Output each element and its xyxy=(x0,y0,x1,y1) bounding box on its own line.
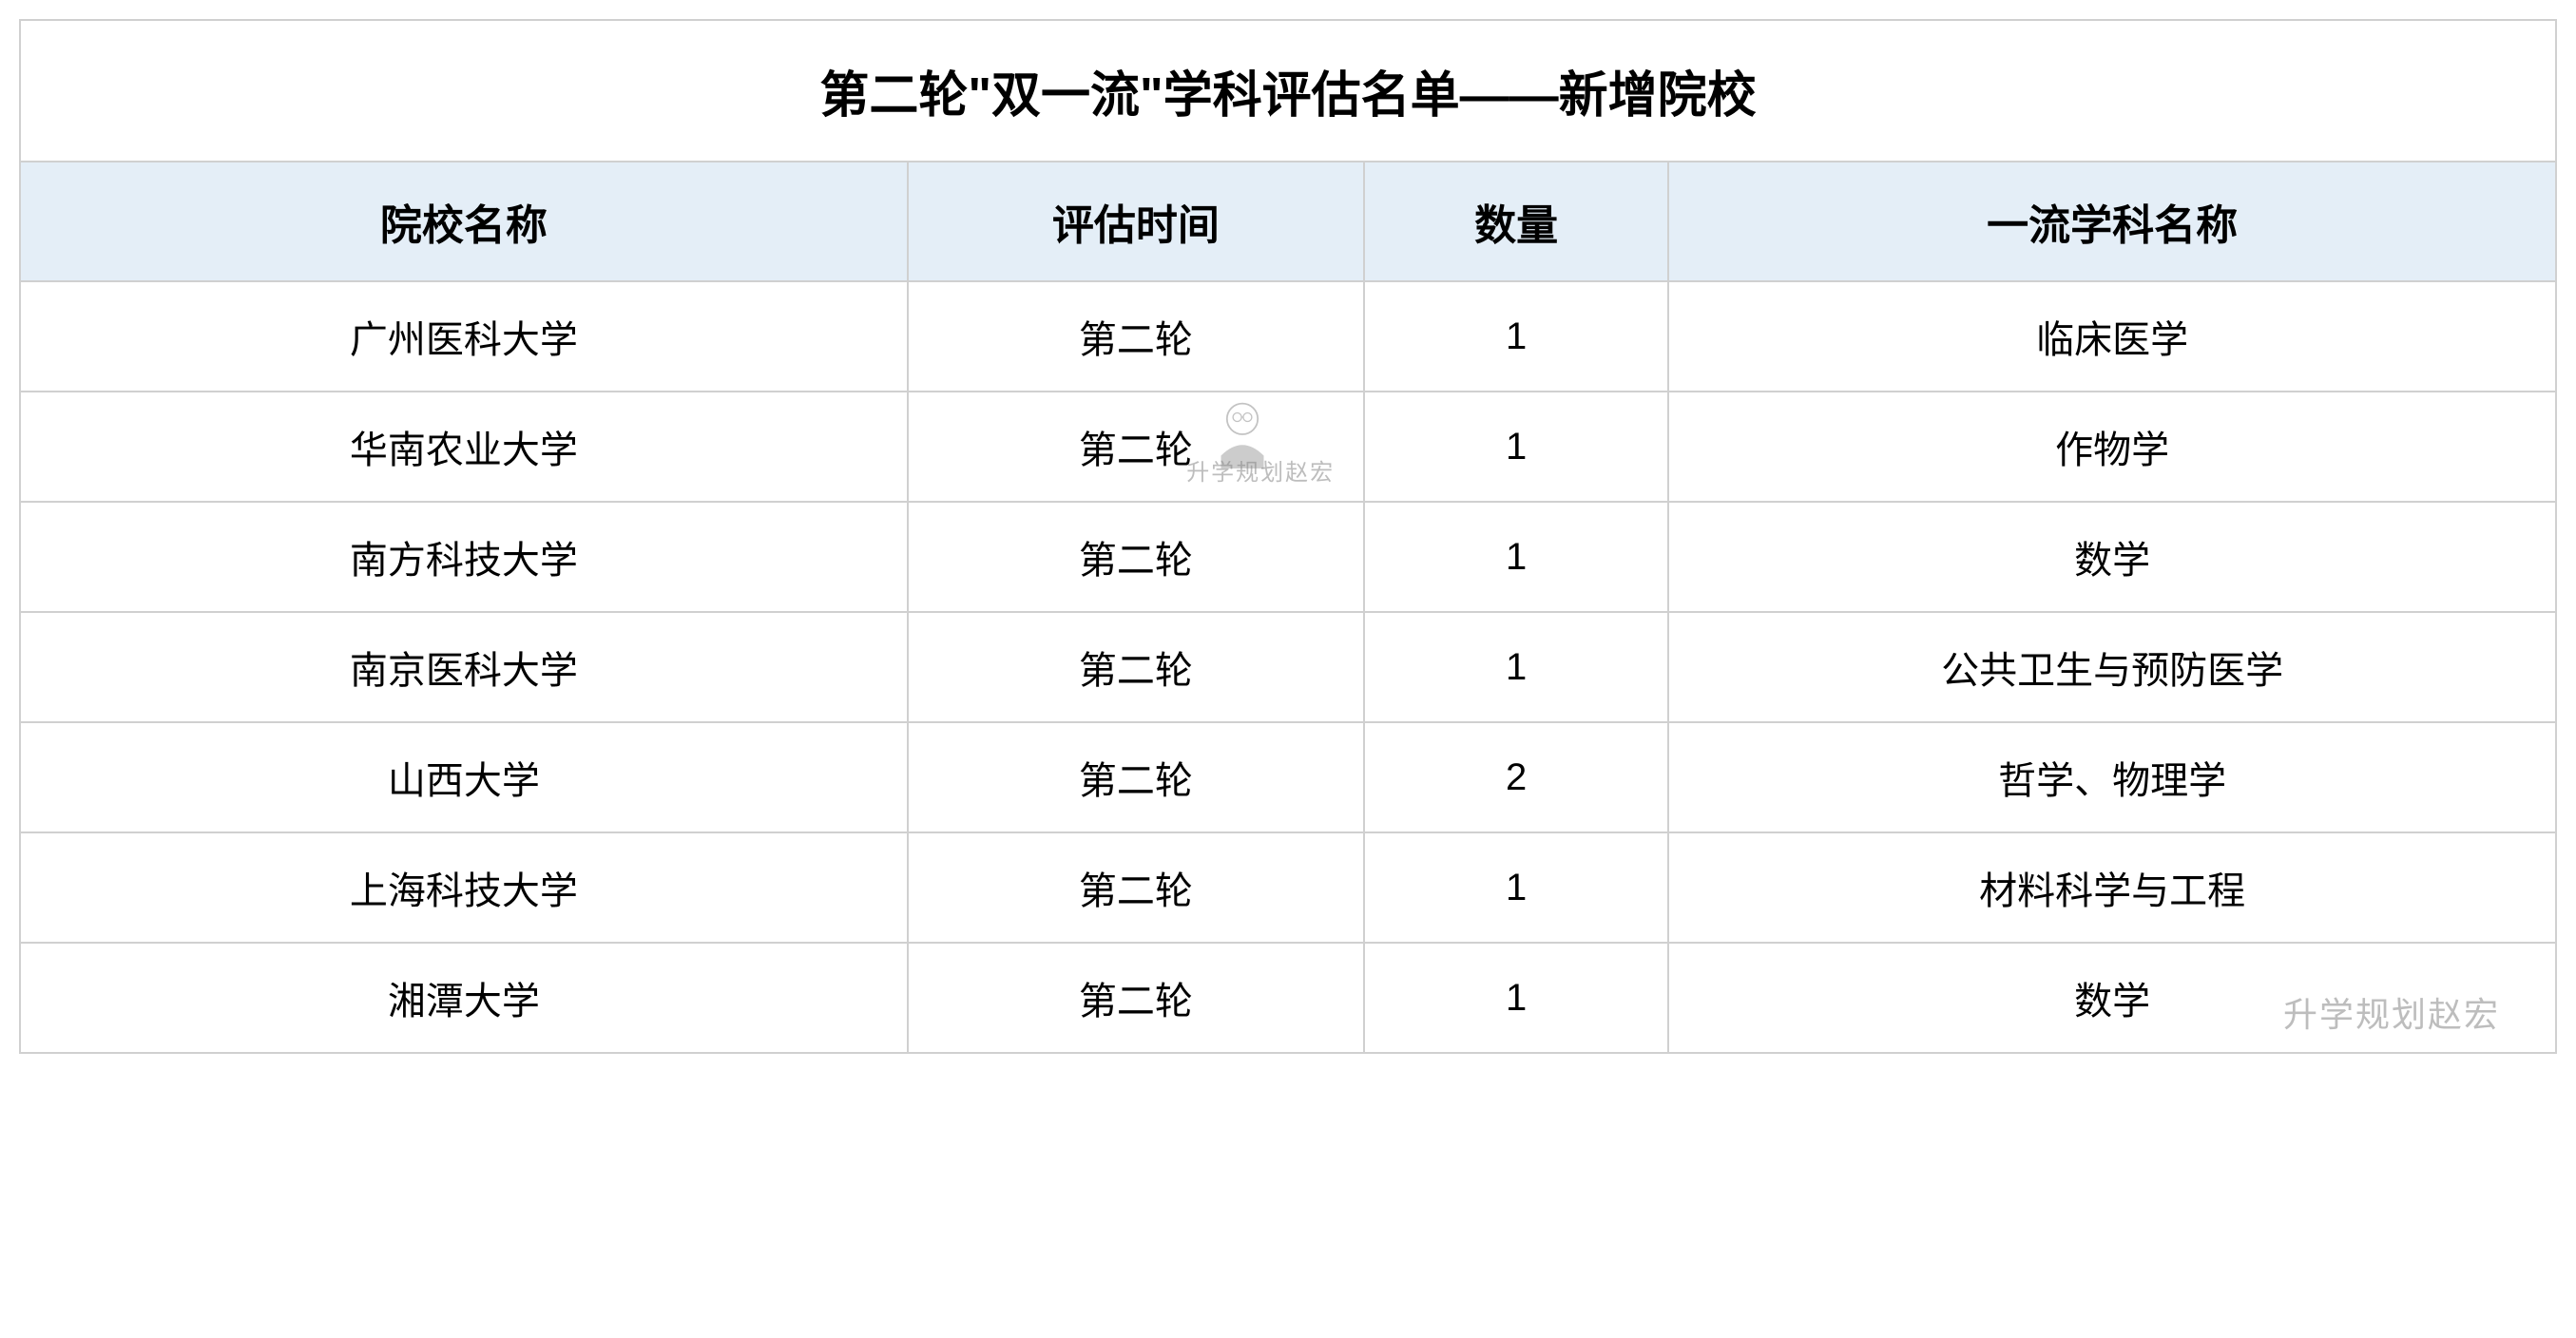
cell-count: 1 xyxy=(1364,392,1668,502)
data-table: 第二轮"双一流"学科评估名单——新增院校 院校名称 评估时间 数量 一流学科名称… xyxy=(19,19,2557,1054)
cell-time: 第二轮 xyxy=(908,722,1364,832)
cell-count: 1 xyxy=(1364,612,1668,722)
header-row: 院校名称 评估时间 数量 一流学科名称 xyxy=(20,162,2556,281)
cell-count: 1 xyxy=(1364,502,1668,612)
cell-time: 第二轮 xyxy=(908,281,1364,392)
cell-count: 1 xyxy=(1364,832,1668,943)
cell-subject: 临床医学 xyxy=(1668,281,2556,392)
table-row: 华南农业大学 第二轮 1 作物学 xyxy=(20,392,2556,502)
table-row: 山西大学 第二轮 2 哲学、物理学 xyxy=(20,722,2556,832)
table-container: 第二轮"双一流"学科评估名单——新增院校 院校名称 评估时间 数量 一流学科名称… xyxy=(19,19,2557,1054)
cell-school: 上海科技大学 xyxy=(20,832,908,943)
table-row: 湘潭大学 第二轮 1 数学 xyxy=(20,943,2556,1053)
cell-time: 第二轮 xyxy=(908,502,1364,612)
cell-subject: 数学 xyxy=(1668,502,2556,612)
cell-count: 2 xyxy=(1364,722,1668,832)
cell-subject: 哲学、物理学 xyxy=(1668,722,2556,832)
title-row: 第二轮"双一流"学科评估名单——新增院校 xyxy=(20,20,2556,162)
cell-time: 第二轮 xyxy=(908,943,1364,1053)
cell-time: 第二轮 xyxy=(908,612,1364,722)
cell-subject: 材料科学与工程 xyxy=(1668,832,2556,943)
cell-time: 第二轮 xyxy=(908,392,1364,502)
cell-school: 山西大学 xyxy=(20,722,908,832)
cell-time: 第二轮 xyxy=(908,832,1364,943)
cell-school: 广州医科大学 xyxy=(20,281,908,392)
cell-count: 1 xyxy=(1364,281,1668,392)
cell-school: 湘潭大学 xyxy=(20,943,908,1053)
table-title: 第二轮"双一流"学科评估名单——新增院校 xyxy=(20,20,2556,162)
table-body: 广州医科大学 第二轮 1 临床医学 华南农业大学 第二轮 1 作物学 南方科技大… xyxy=(20,281,2556,1053)
table-row: 广州医科大学 第二轮 1 临床医学 xyxy=(20,281,2556,392)
column-header-school: 院校名称 xyxy=(20,162,908,281)
column-header-count: 数量 xyxy=(1364,162,1668,281)
cell-subject: 数学 xyxy=(1668,943,2556,1053)
cell-school: 南京医科大学 xyxy=(20,612,908,722)
cell-count: 1 xyxy=(1364,943,1668,1053)
column-header-subject: 一流学科名称 xyxy=(1668,162,2556,281)
table-row: 上海科技大学 第二轮 1 材料科学与工程 xyxy=(20,832,2556,943)
column-header-time: 评估时间 xyxy=(908,162,1364,281)
table-row: 南方科技大学 第二轮 1 数学 xyxy=(20,502,2556,612)
cell-school: 华南农业大学 xyxy=(20,392,908,502)
table-row: 南京医科大学 第二轮 1 公共卫生与预防医学 xyxy=(20,612,2556,722)
cell-subject: 作物学 xyxy=(1668,392,2556,502)
cell-school: 南方科技大学 xyxy=(20,502,908,612)
cell-subject: 公共卫生与预防医学 xyxy=(1668,612,2556,722)
